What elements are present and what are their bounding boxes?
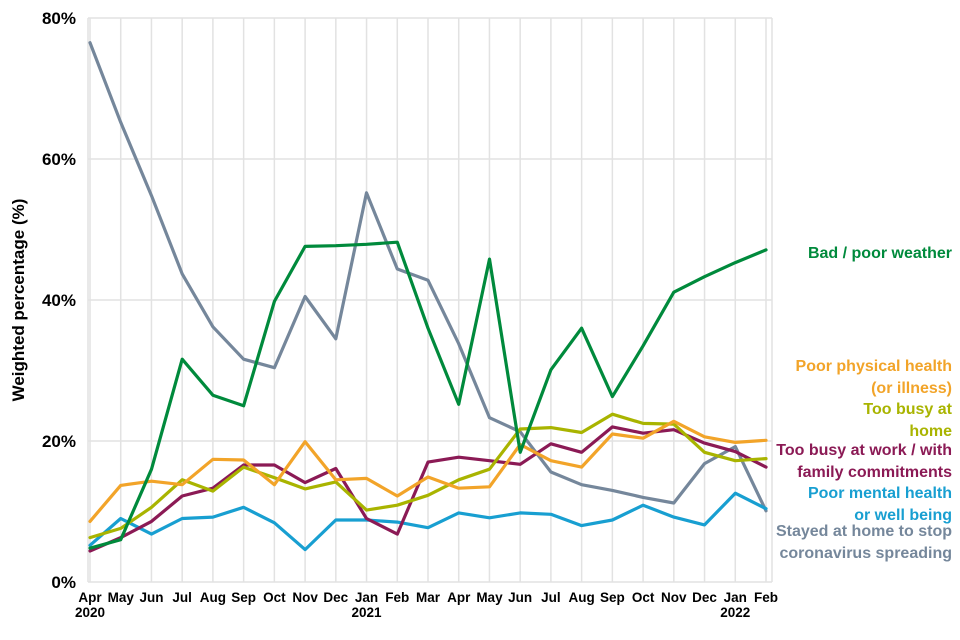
x-month-label: May xyxy=(476,590,503,605)
y-tick-label: 40% xyxy=(42,291,76,310)
y-tick-label: 80% xyxy=(42,9,76,28)
line-poor-mental-health-or-well-being xyxy=(88,491,768,552)
legend-label-too-busy-at-home: Too busy at xyxy=(863,401,952,418)
x-month-label: Nov xyxy=(661,590,687,605)
x-month-label: Nov xyxy=(292,590,318,605)
x-month-label: Jan xyxy=(724,590,747,605)
legend-label-poor-mental-health-or-well-being: Poor mental health xyxy=(808,485,952,502)
x-month-label: Dec xyxy=(692,590,717,605)
x-month-label: Aug xyxy=(569,590,595,605)
y-tick-label: 20% xyxy=(42,432,76,451)
legend-label-too-busy-at-home: home xyxy=(909,423,952,440)
x-month-label: Sep xyxy=(600,590,625,605)
x-month-label: Dec xyxy=(323,590,348,605)
x-year-label: 2022 xyxy=(720,605,750,620)
legend: Bad / poor weather Poor physical health (o… xyxy=(776,245,953,562)
x-month-label: Feb xyxy=(385,590,409,605)
x-month-label: Apr xyxy=(447,590,471,605)
x-month-label: Mar xyxy=(416,590,441,605)
x-month-label: May xyxy=(108,590,135,605)
x-month-label: Jan xyxy=(355,590,378,605)
x-month-label: Jun xyxy=(139,590,163,605)
legend-label-too-busy-at-work-with-family-commitments: Too busy at work / with xyxy=(776,442,952,459)
x-month-label: Feb xyxy=(754,590,778,605)
x-month-label: Jul xyxy=(172,590,192,605)
x-month-label: Jun xyxy=(508,590,532,605)
legend-label-poor-physical-health-or-illness: Poor physical health xyxy=(796,358,952,375)
y-tick-label: 60% xyxy=(42,150,76,169)
x-month-label: Oct xyxy=(263,590,286,605)
line-poor-physical-health-or-illness xyxy=(88,419,768,524)
x-month-label: Sep xyxy=(231,590,256,605)
series-lines xyxy=(88,41,768,553)
y-tick-label: 0% xyxy=(51,573,76,592)
x-month-label: Aug xyxy=(200,590,226,605)
y-axis: 0% 20% 40% 60% 80% xyxy=(42,9,76,592)
legend-label-bad-poor-weather: Bad / poor weather xyxy=(808,245,952,262)
y-axis-title: Weighted percentage (%) xyxy=(9,199,28,402)
legend-label-too-busy-at-work-with-family-commitments: family commitments xyxy=(797,464,952,481)
line-too-busy-at-home xyxy=(88,412,768,540)
legend-label-stayed-at-home-to-stop-coronavirus-spreading: Stayed at home to stop xyxy=(776,523,952,540)
legend-label-stayed-at-home-to-stop-coronavirus-spreading: coronavirus spreading xyxy=(780,545,953,562)
line-stayed-at-home-to-stop-coronavirus-spreading xyxy=(88,41,768,513)
x-month-label: Oct xyxy=(632,590,655,605)
legend-label-poor-mental-health-or-well-being: or well being xyxy=(854,507,952,524)
legend-label-poor-physical-health-or-illness: (or illness) xyxy=(871,380,952,397)
line-bad-poor-weather xyxy=(88,240,768,550)
x-year-label: 2021 xyxy=(352,605,383,620)
x-month-label: Jul xyxy=(541,590,561,605)
x-year-label: 2020 xyxy=(75,605,105,620)
x-axis: Apr May Jun Jul Aug Sep Oct Nov Dec Jan Feb Mar Apr M… xyxy=(75,590,778,620)
x-month-label: Apr xyxy=(78,590,102,605)
